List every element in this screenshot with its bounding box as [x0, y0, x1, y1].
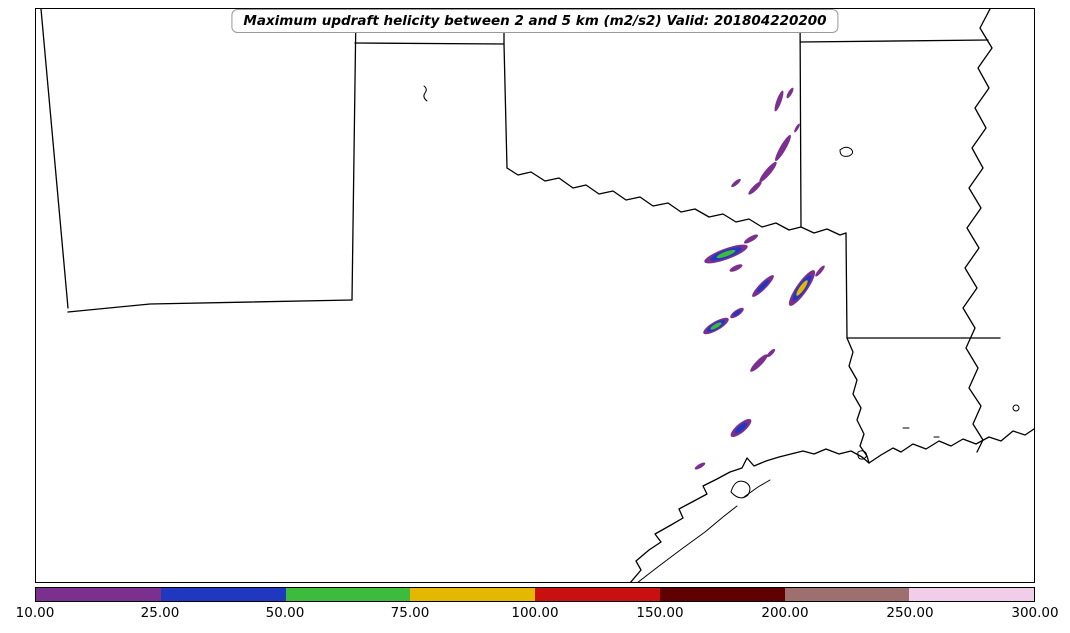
helicity-swath-level-10 [815, 265, 825, 277]
helicity-swath-level-10 [794, 123, 800, 133]
sabine-lake [857, 450, 868, 460]
coastline-texas-gulf [629, 448, 870, 582]
colorbar-segment [535, 588, 660, 601]
state-boundary-oklahoma-panhandle-south [354, 42, 505, 45]
helicity-swath-level-50 [710, 322, 722, 330]
river-red-river-texas-oklahoma [506, 167, 847, 236]
colorbar-segment [36, 588, 161, 601]
coastline-louisiana-gulf [868, 428, 1034, 464]
river-sabine-texas-louisiana [846, 337, 870, 464]
helicity-swath-level-10 [731, 178, 741, 188]
helicity-swath-layer [694, 87, 825, 470]
helicity-swath-level-10 [748, 181, 762, 195]
colorbar-tick-label: 250.00 [886, 605, 934, 621]
state-boundary-texas-arkansas [845, 232, 848, 339]
lake-oklahoma [839, 146, 854, 157]
helicity-swath-level-10 [759, 161, 777, 183]
helicity-swath-level-10 [766, 348, 776, 358]
colorbar-tick-label: 50.00 [265, 605, 305, 621]
helicity-swath-level-10 [774, 90, 784, 112]
river-squiggle-panhandle [423, 85, 428, 102]
colorbar-tick-label: 75.00 [390, 605, 430, 621]
colorbar-tick-label: 300.00 [1011, 605, 1059, 621]
colorbar-segment [659, 588, 785, 601]
river-mississippi [962, 9, 993, 453]
colorbar-segment [784, 588, 910, 601]
colorbar-segment [285, 588, 411, 601]
state-boundary-newmexico-texas-mexico [67, 299, 353, 313]
colorbar-segment [410, 588, 535, 601]
colorbar-segment [909, 588, 1034, 601]
helicity-swath-level-10 [775, 134, 791, 162]
state-boundary-arizona-newmexico [40, 9, 69, 309]
state-boundary-missouri-arkansas [799, 39, 989, 43]
colorbar-tick-label: 25.00 [140, 605, 180, 621]
helicity-swath-level-10 [786, 87, 794, 99]
colorbar-tick-label: 100.00 [511, 605, 559, 621]
helicity-swath-level-25 [756, 279, 770, 293]
helicity-swath-level-75 [796, 280, 808, 296]
helicity-swath-level-25 [735, 422, 747, 434]
helicity-swath-level-10 [743, 234, 759, 244]
colorbar [35, 587, 1035, 602]
colorbar-segment [160, 588, 286, 601]
barrier-islands-texas [637, 505, 738, 582]
plot-title: Maximum updraft helicity between 2 and 5… [231, 9, 839, 33]
helicity-swath-level-25 [733, 310, 741, 316]
state-boundary-oklahoma-arkansas [799, 9, 802, 228]
helicity-swath-level-50 [716, 249, 736, 259]
state-boundary-texas-west-103W [351, 9, 357, 301]
colorbar-tick-label: 10.00 [15, 605, 55, 621]
colorbar-tick-label: 150.00 [636, 605, 684, 621]
galveston-bay [730, 480, 751, 499]
helicity-swath-level-10 [694, 462, 706, 470]
colorbar-tick-label: 200.00 [761, 605, 809, 621]
helicity-swath-level-10 [729, 264, 743, 272]
colorbar-ticks: 10.00 25.00 50.00 75.00 100.00 150.00 200.00 25… [16, 605, 1059, 625]
helicity-swath-level-10 [750, 354, 768, 372]
lake-louisiana [1012, 404, 1020, 412]
